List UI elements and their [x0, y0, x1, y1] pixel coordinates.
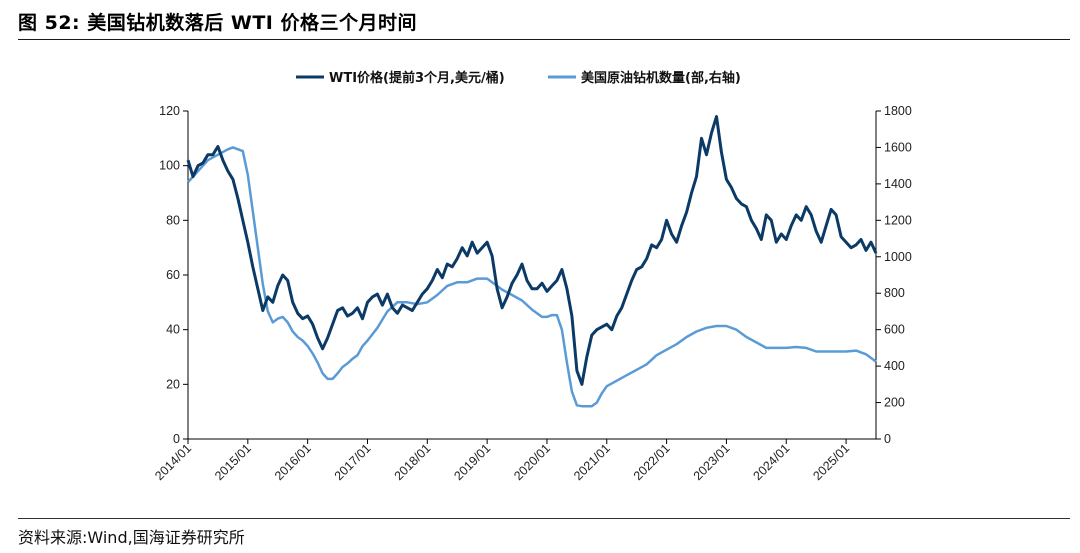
x-tick-label: 2017/01	[332, 441, 374, 483]
source-note: 资料来源:Wind,国海证券研究所	[18, 528, 245, 547]
left-tick-label: 60	[166, 268, 180, 282]
x-tick-label: 2019/01	[451, 441, 493, 483]
wti-series-line	[186, 115, 878, 386]
x-tick-label: 2018/01	[392, 441, 434, 483]
chart-legend: WTI价格(提前3个月,美元/桶) 美国原油钻机数量(部,右轴)	[296, 70, 741, 86]
x-tick-label: 2014/01	[152, 441, 194, 483]
left-tick-label: 120	[159, 104, 180, 118]
rig-count-series-line	[187, 146, 877, 408]
right-tick-label: 400	[884, 359, 905, 373]
right-tick-label: 800	[884, 286, 905, 300]
x-tick-label: 2015/01	[212, 441, 254, 483]
left-tick-label: 80	[166, 213, 180, 227]
source-rule	[18, 518, 1070, 519]
right-tick-label: 1000	[884, 250, 912, 264]
left-tick-label: 0	[173, 432, 180, 446]
right-tick-label: 1200	[884, 213, 912, 227]
x-tick-label: 2020/01	[511, 441, 553, 483]
right-tick-label: 1600	[884, 140, 912, 154]
chart-axes: 0204060801001200200400600800100012001400…	[152, 104, 912, 483]
right-tick-label: 1800	[884, 104, 912, 118]
right-tick-label: 600	[884, 323, 905, 337]
x-tick-label: 2016/01	[272, 441, 314, 483]
x-tick-label: 2025/01	[810, 441, 852, 483]
right-tick-label: 200	[884, 396, 905, 410]
right-tick-label: 0	[884, 432, 891, 446]
right-tick-label: 1400	[884, 177, 912, 191]
chart-lines	[186, 115, 878, 408]
left-tick-label: 20	[166, 377, 180, 391]
legend-label: 美国原油钻机数量(部,右轴)	[581, 70, 741, 86]
left-tick-label: 40	[166, 323, 180, 337]
legend-label: WTI价格(提前3个月,美元/桶)	[329, 70, 505, 86]
x-tick-label: 2024/01	[751, 441, 793, 483]
chart-area: WTI价格(提前3个月,美元/桶) 美国原油钻机数量(部,右轴) 0 20 40 60 8…	[152, 70, 912, 483]
left-tick-label: 100	[159, 159, 180, 173]
x-tick-label: 2023/01	[691, 441, 733, 483]
x-tick-label: 2021/01	[571, 441, 613, 483]
title-rule	[18, 39, 1070, 40]
x-tick-label: 2022/01	[631, 441, 673, 483]
figure-title: 图 52: 美国钻机数落后 WTI 价格三个月时间	[18, 12, 417, 34]
